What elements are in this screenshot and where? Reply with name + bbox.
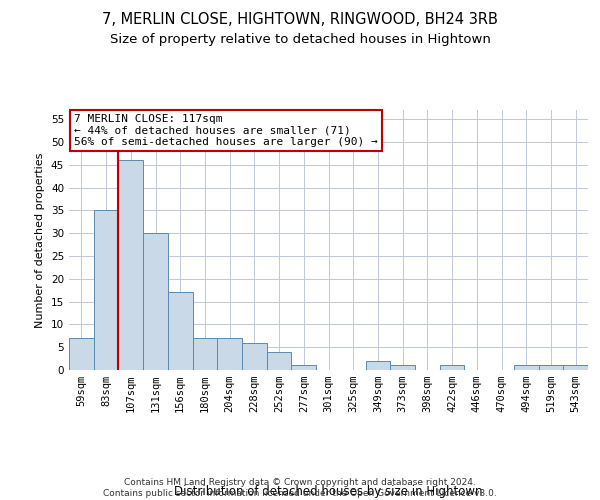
Bar — [242, 342, 267, 370]
Bar — [292, 366, 316, 370]
Bar — [267, 352, 292, 370]
Bar — [514, 366, 539, 370]
Bar — [94, 210, 118, 370]
Bar — [539, 366, 563, 370]
Bar — [69, 338, 94, 370]
Bar — [168, 292, 193, 370]
Text: Contains HM Land Registry data © Crown copyright and database right 2024.
Contai: Contains HM Land Registry data © Crown c… — [103, 478, 497, 498]
Bar — [563, 366, 588, 370]
Bar — [390, 366, 415, 370]
Bar — [118, 160, 143, 370]
Bar — [365, 361, 390, 370]
Text: Size of property relative to detached houses in Hightown: Size of property relative to detached ho… — [110, 32, 490, 46]
Bar — [193, 338, 217, 370]
X-axis label: Distribution of detached houses by size in Hightown: Distribution of detached houses by size … — [174, 484, 483, 498]
Bar — [217, 338, 242, 370]
Text: 7, MERLIN CLOSE, HIGHTOWN, RINGWOOD, BH24 3RB: 7, MERLIN CLOSE, HIGHTOWN, RINGWOOD, BH2… — [102, 12, 498, 28]
Bar — [440, 366, 464, 370]
Text: 7 MERLIN CLOSE: 117sqm
← 44% of detached houses are smaller (71)
56% of semi-det: 7 MERLIN CLOSE: 117sqm ← 44% of detached… — [74, 114, 378, 147]
Bar — [143, 233, 168, 370]
Y-axis label: Number of detached properties: Number of detached properties — [35, 152, 46, 328]
